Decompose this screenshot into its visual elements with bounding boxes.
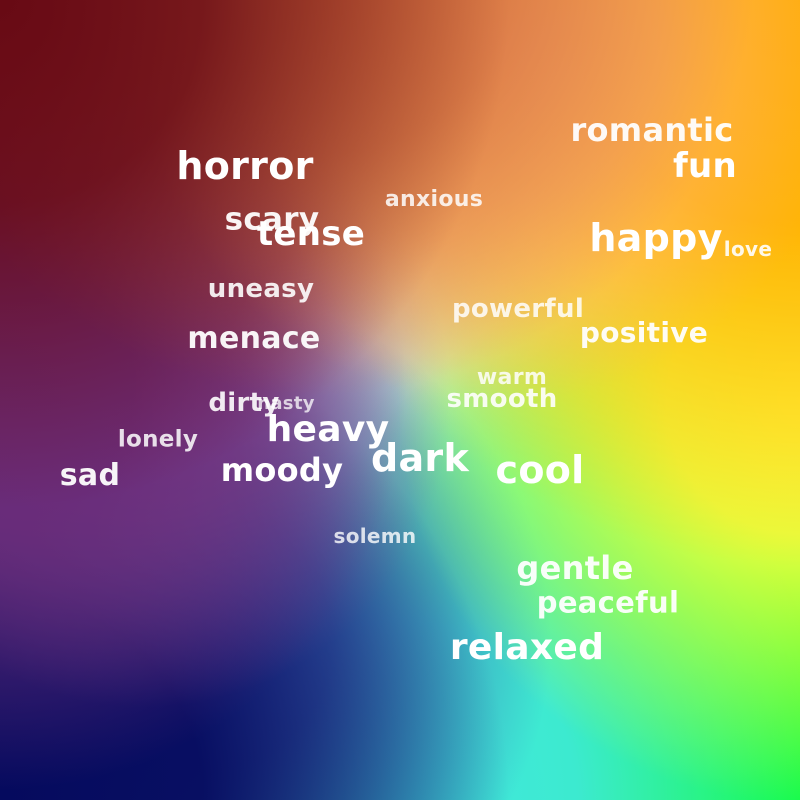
word-peaceful: peaceful — [536, 585, 680, 620]
word-solemn: solemn — [333, 524, 417, 548]
word-positive: positive — [579, 316, 709, 349]
word-tense: tense — [256, 214, 366, 254]
word-heavy: heavy — [266, 409, 390, 450]
word-warm: warm — [476, 365, 548, 390]
word-anxious: anxious — [384, 187, 484, 212]
word-smooth: smooth — [446, 384, 558, 414]
word-romantic: romantic — [570, 111, 734, 149]
word-uneasy: uneasy — [207, 274, 315, 304]
word-horror: horror — [176, 144, 314, 188]
word-moody: moody — [220, 451, 344, 489]
word-relaxed: relaxed — [449, 627, 605, 668]
word-lonely: lonely — [117, 426, 199, 453]
word-happy: happy — [589, 216, 723, 260]
word-gentle: gentle — [516, 549, 634, 587]
word-powerful: powerful — [451, 294, 585, 324]
word-cool: cool — [495, 448, 585, 492]
word-sad: sad — [59, 458, 121, 493]
word-love: love — [723, 237, 773, 261]
word-dark: dark — [370, 436, 470, 480]
word-menace: menace — [187, 321, 321, 356]
word-fun: fun — [672, 146, 738, 186]
word-nasty: nasty — [257, 393, 315, 414]
word-scary: scary — [224, 201, 320, 238]
word-dirty: dirty — [208, 388, 280, 418]
